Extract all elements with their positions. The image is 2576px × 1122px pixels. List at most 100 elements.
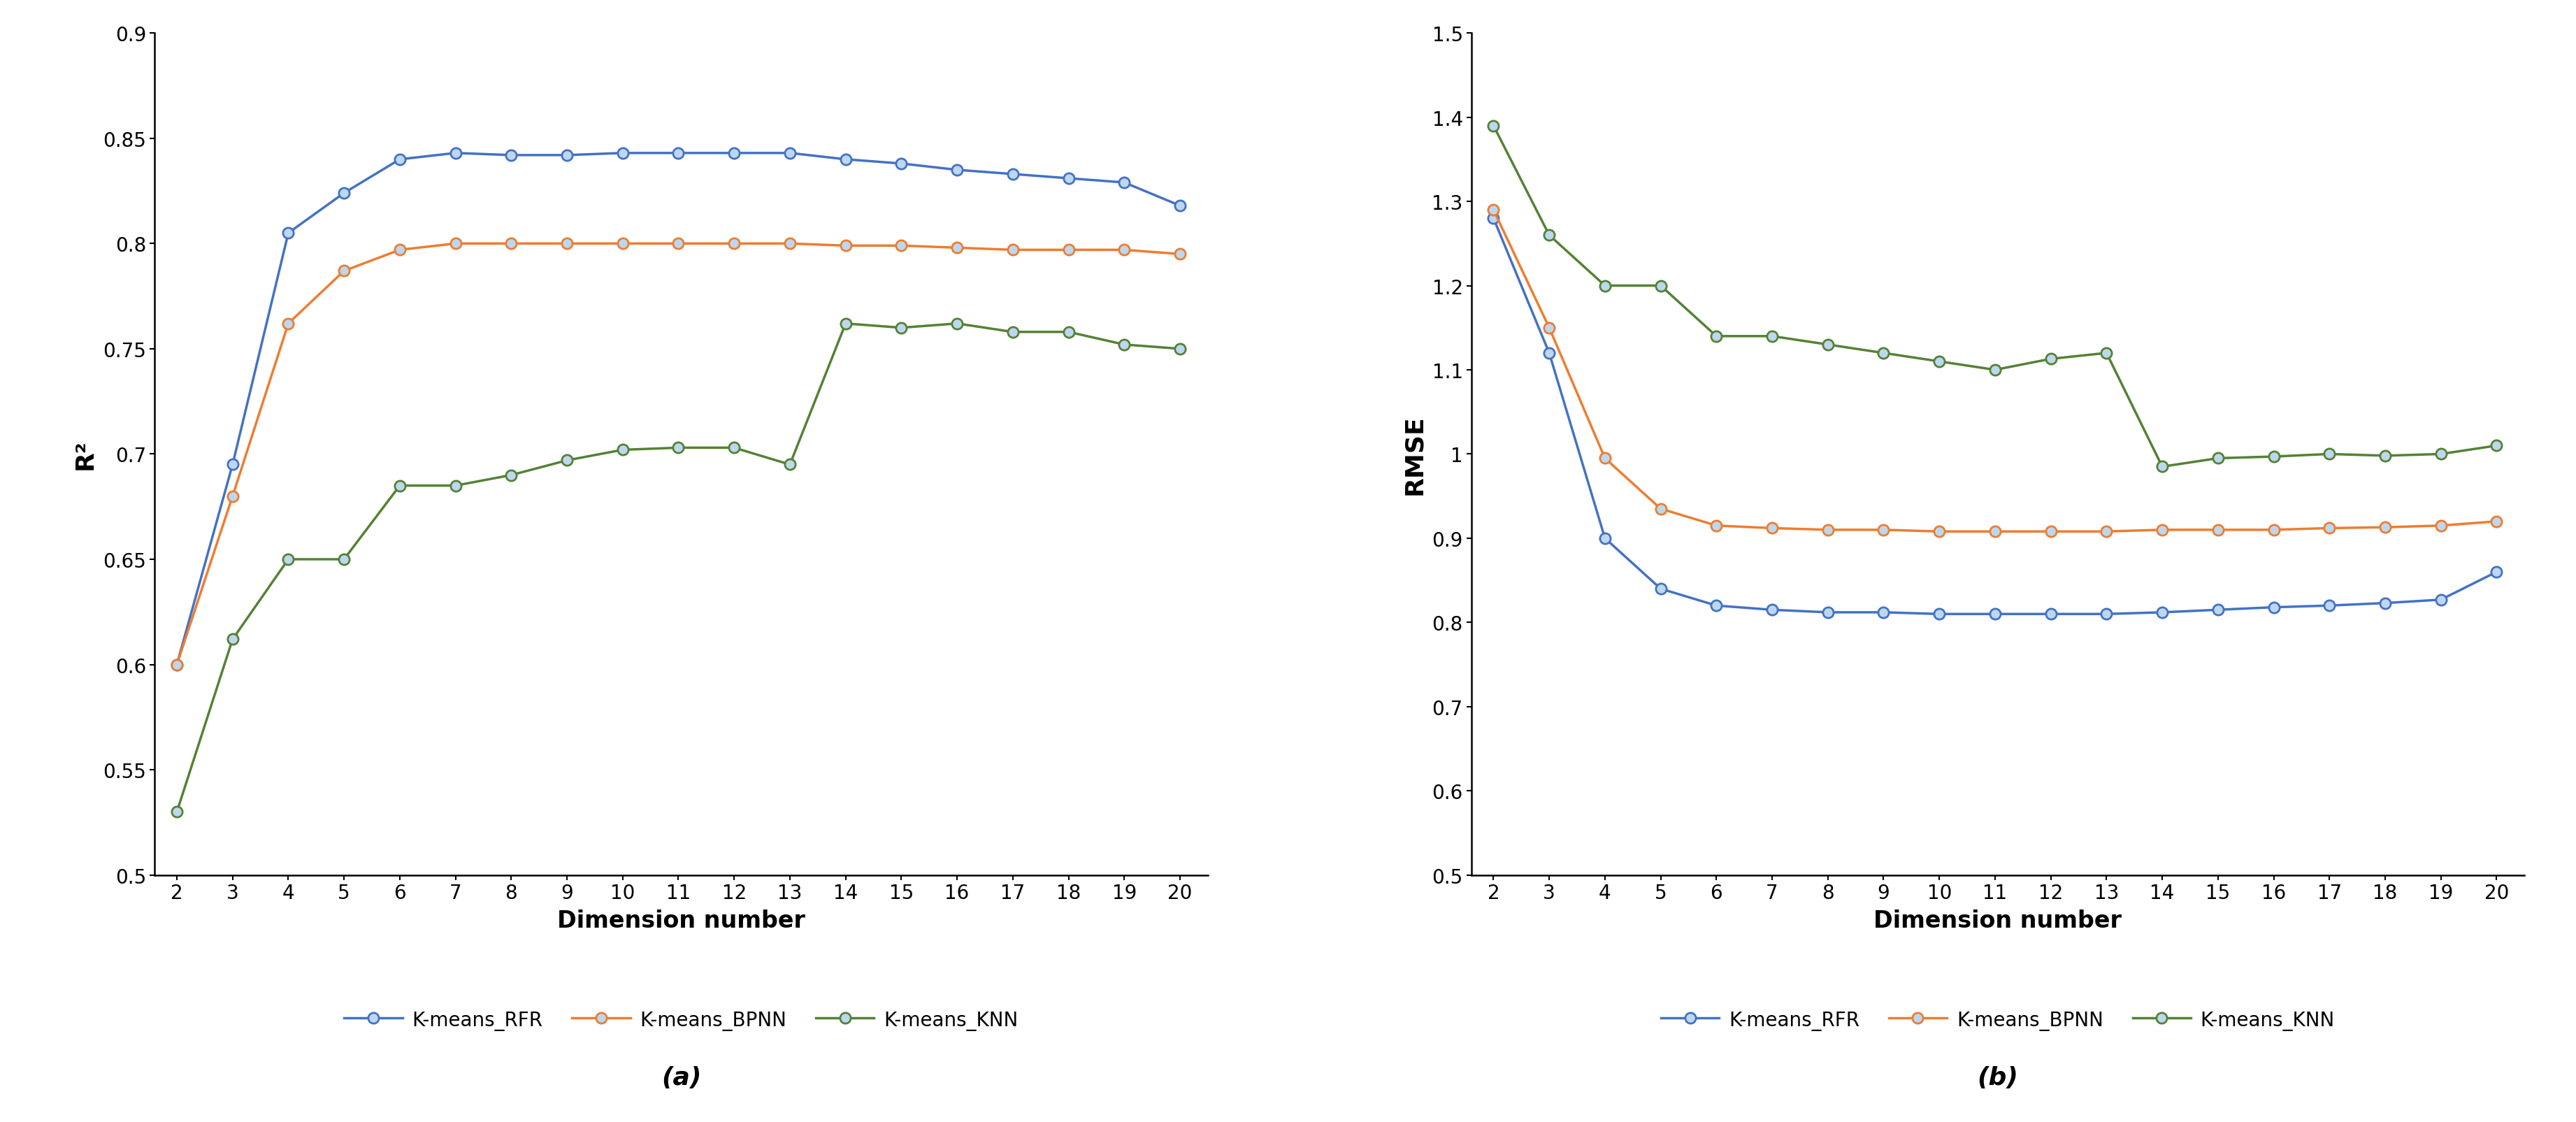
Line: K-means_KNN: K-means_KNN <box>173 319 1185 818</box>
K-means_RFR <box>440 147 471 160</box>
K-means_KNN <box>2313 448 2344 461</box>
K-means_KNN <box>829 318 860 331</box>
K-means_BPNN <box>1924 525 1955 539</box>
K-means_KNN <box>1589 279 1620 293</box>
K-means_KNN <box>943 318 974 331</box>
K-means_RFR <box>1108 176 1139 190</box>
K-means_BPNN <box>2035 525 2066 539</box>
K-means_RFR <box>1479 212 1510 226</box>
K-means_RFR <box>330 187 361 201</box>
K-means_BPNN <box>1814 523 1844 537</box>
K-means_BPNN <box>2202 523 2233 537</box>
K-means_RFR <box>2481 565 2512 579</box>
K-means_RFR <box>2202 604 2233 617</box>
K-means_KNN <box>886 321 917 334</box>
K-means_RFR <box>886 157 917 171</box>
K-means_BPNN <box>551 238 582 251</box>
Y-axis label: R²: R² <box>75 439 98 470</box>
K-means_RFR <box>1757 604 1788 617</box>
K-means_RFR <box>608 147 639 160</box>
K-means_BPNN <box>886 239 917 252</box>
K-means_BPNN <box>1589 452 1620 466</box>
K-means_BPNN <box>162 657 193 671</box>
K-means_RFR <box>1164 200 1195 213</box>
K-means_BPNN <box>384 243 415 257</box>
Text: (a): (a) <box>662 1065 701 1089</box>
K-means_BPNN <box>775 238 806 251</box>
K-means_RFR <box>719 147 750 160</box>
K-means_BPNN <box>1054 243 1084 257</box>
K-means_RFR <box>1700 599 1731 613</box>
K-means_BPNN <box>2370 521 2401 534</box>
K-means_RFR <box>2370 597 2401 610</box>
K-means_KNN <box>1924 355 1955 368</box>
Line: K-means_RFR: K-means_RFR <box>173 148 1185 670</box>
K-means_RFR <box>216 458 247 471</box>
K-means_RFR <box>2313 599 2344 613</box>
K-means_BPNN <box>330 265 361 278</box>
K-means_BPNN <box>1646 503 1677 516</box>
K-means_KNN <box>1479 120 1510 134</box>
K-means_BPNN <box>943 241 974 255</box>
K-means_BPNN <box>997 243 1028 257</box>
Line: K-means_RFR: K-means_RFR <box>1489 213 2501 619</box>
K-means_BPNN <box>1479 204 1510 218</box>
K-means_RFR <box>997 168 1028 182</box>
K-means_KNN <box>330 553 361 567</box>
Line: K-means_BPNN: K-means_BPNN <box>173 239 1185 670</box>
K-means_KNN <box>1164 342 1195 356</box>
K-means_RFR <box>551 149 582 163</box>
K-means_RFR <box>829 154 860 167</box>
K-means_KNN <box>2092 347 2123 360</box>
K-means_BPNN <box>1164 248 1195 261</box>
Y-axis label: RMSE: RMSE <box>1401 414 1427 495</box>
K-means_KNN <box>2146 460 2177 473</box>
Legend: K-means_RFR, K-means_BPNN, K-means_KNN: K-means_RFR, K-means_BPNN, K-means_KNN <box>337 1003 1025 1039</box>
K-means_BPNN <box>2481 515 2512 528</box>
K-means_KNN <box>384 479 415 493</box>
K-means_BPNN <box>1533 322 1564 335</box>
K-means_KNN <box>997 325 1028 339</box>
K-means_KNN <box>2035 352 2066 366</box>
K-means_KNN <box>1868 347 1899 360</box>
K-means_BPNN <box>273 318 304 331</box>
K-means_RFR <box>2035 608 2066 622</box>
K-means_BPNN <box>608 238 639 251</box>
K-means_RFR <box>1868 606 1899 619</box>
K-means_KNN <box>2427 448 2458 461</box>
K-means_KNN <box>1978 364 2009 377</box>
Line: K-means_KNN: K-means_KNN <box>1489 121 2501 472</box>
K-means_BPNN <box>1868 523 1899 537</box>
K-means_BPNN <box>829 239 860 252</box>
K-means_BPNN <box>440 238 471 251</box>
K-means_KNN <box>2481 440 2512 453</box>
K-means_RFR <box>2259 601 2290 615</box>
K-means_RFR <box>1646 582 1677 596</box>
K-means_KNN <box>1533 229 1564 242</box>
K-means_BPNN <box>662 238 693 251</box>
K-means_RFR <box>2146 606 2177 619</box>
K-means_KNN <box>608 443 639 457</box>
K-means_KNN <box>216 633 247 646</box>
K-means_RFR <box>1054 172 1084 185</box>
K-means_KNN <box>1700 330 1731 343</box>
K-means_BPNN <box>2313 522 2344 535</box>
K-means_RFR <box>1589 532 1620 545</box>
K-means_RFR <box>384 154 415 167</box>
K-means_RFR <box>943 164 974 177</box>
K-means_BPNN <box>719 238 750 251</box>
K-means_BPNN <box>1700 519 1731 533</box>
K-means_KNN <box>1814 339 1844 352</box>
K-means_BPNN <box>2146 523 2177 537</box>
K-means_BPNN <box>2427 519 2458 533</box>
K-means_RFR <box>1978 608 2009 622</box>
K-means_KNN <box>2202 452 2233 466</box>
K-means_KNN <box>2370 450 2401 463</box>
K-means_RFR <box>495 149 526 163</box>
K-means_KNN <box>2259 450 2290 463</box>
K-means_RFR <box>1924 608 1955 622</box>
K-means_BPNN <box>1108 243 1139 257</box>
K-means_RFR <box>273 227 304 240</box>
K-means_KNN <box>775 458 806 471</box>
K-means_KNN <box>162 806 193 819</box>
